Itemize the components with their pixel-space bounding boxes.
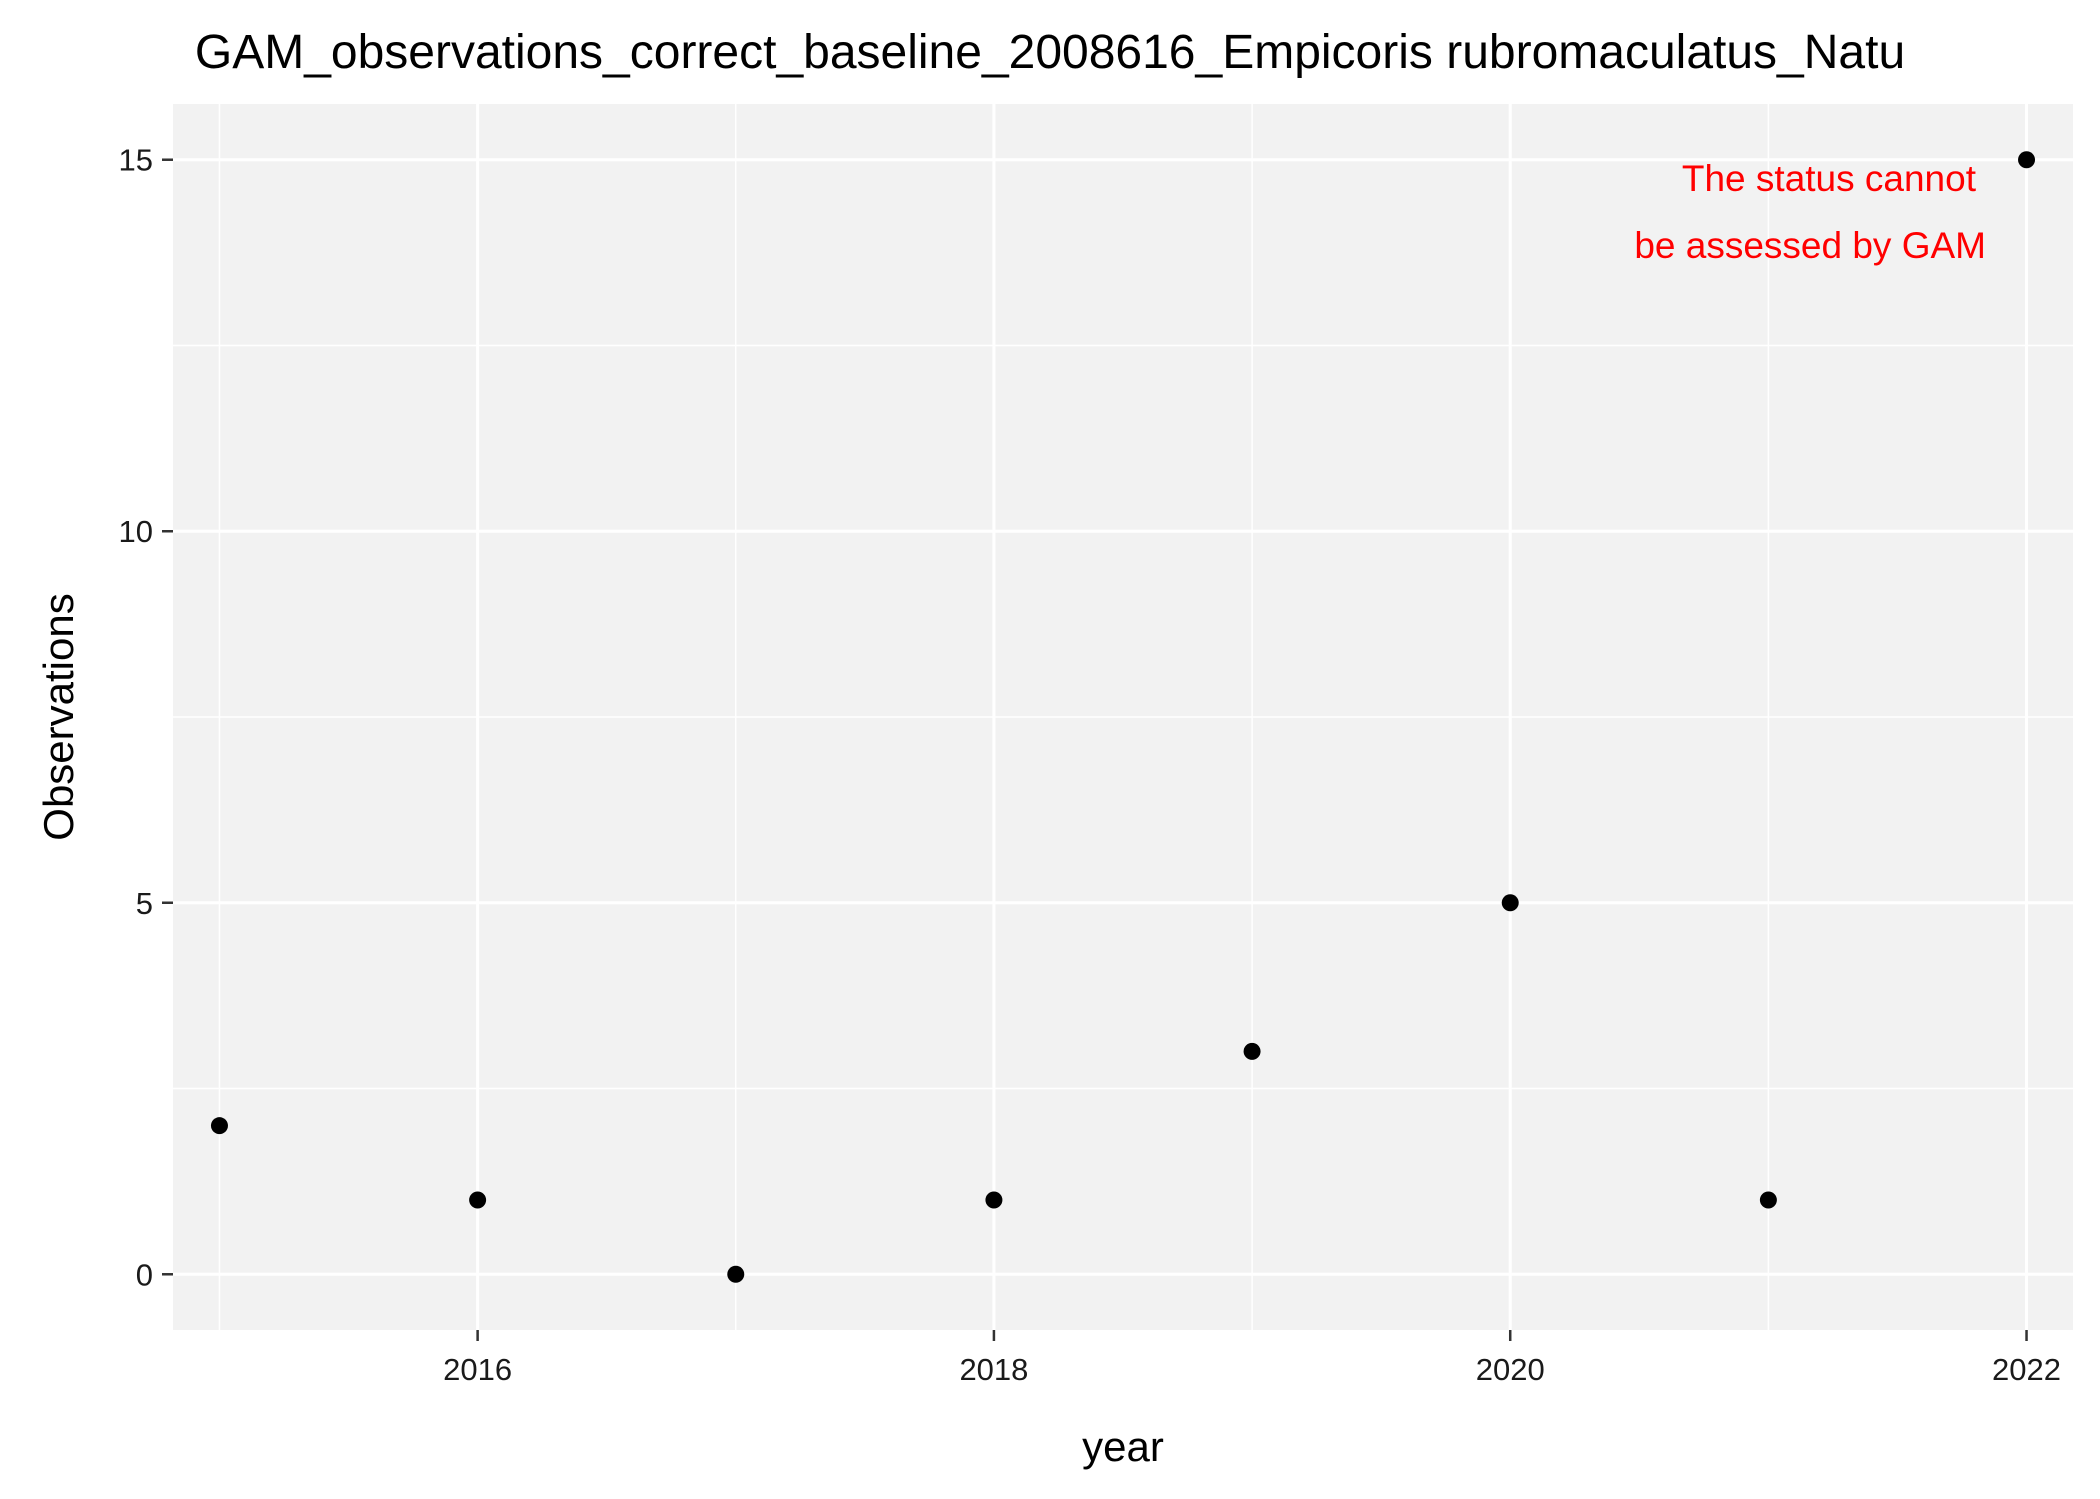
y-tick-label: 15 [119,143,153,178]
y-axis-title: Observations [35,593,82,840]
x-tick-label: 2018 [959,1352,1028,1387]
data-point [469,1191,487,1209]
axes: 2016 2018 2020 2022 0 5 10 15 [119,143,2062,1387]
data-point [210,1117,228,1135]
data-point [727,1265,745,1283]
y-tick-label: 0 [136,1257,153,1292]
y-tick-label: 5 [136,886,153,921]
grid-lines [173,104,2073,1330]
data-points [210,151,2036,1283]
y-tick-label: 10 [119,514,153,549]
chart-title: GAM_observations_correct_baseline_200861… [195,26,1905,79]
data-point [1243,1042,1261,1060]
x-tick-label: 2022 [1992,1352,2061,1387]
status-annotation: The status cannot be assessed by GAM [1634,158,1986,266]
data-point [1759,1191,1777,1209]
x-tick-label: 2020 [1476,1352,1545,1387]
annotation-line-1: The status cannot [1682,158,1977,199]
x-tick-label: 2016 [443,1352,512,1387]
annotation-line-2: be assessed by GAM [1634,225,1986,266]
data-point [985,1191,1003,1209]
data-point [1501,894,1519,912]
x-axis-title: year [1082,1423,1164,1470]
data-point [2018,151,2036,169]
